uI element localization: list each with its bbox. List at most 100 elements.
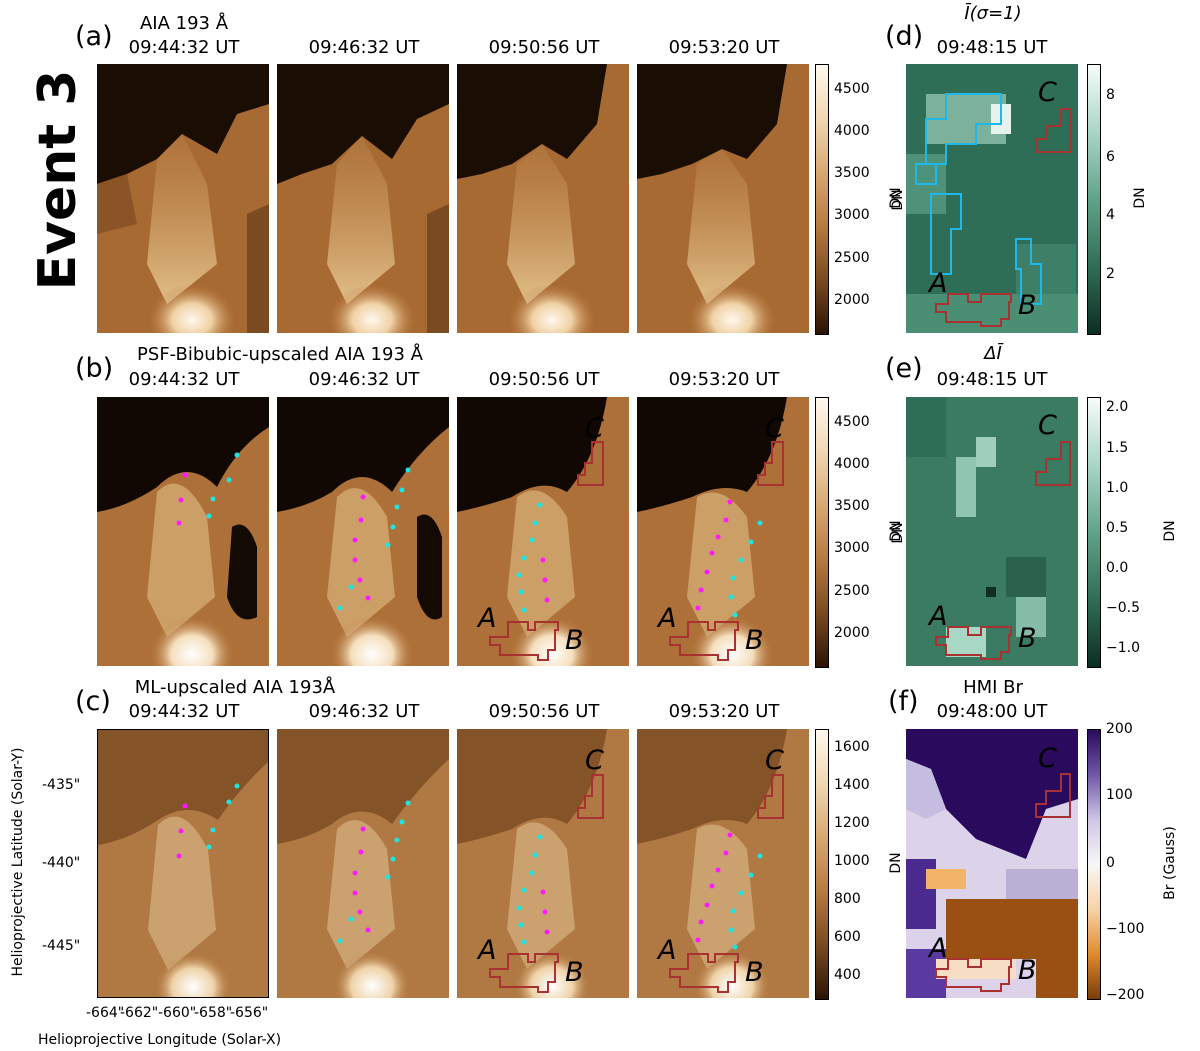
image-b1 [97,397,269,666]
image-e [906,397,1078,666]
y-tick-0: -435" [42,777,81,793]
cb-a-tick-3: 3000 [834,207,870,223]
time-b1: 09:44:32 UT [128,369,240,390]
y-tick-2: -445" [42,938,81,954]
panel-label-b: (b) [75,353,114,384]
region-label-b-e: B [1018,623,1037,654]
time-a3: 09:50:56 UT [488,37,600,58]
cb-b-tick-1: 4000 [834,456,870,472]
cb-b-tick-0: 4500 [834,414,870,430]
region-label-a-c3: A [478,935,497,966]
region-label-c-e: C [1038,410,1057,441]
y-axis-label: Helioprojective Latitude (Solar-Y) [10,747,26,977]
colorbar-row-b [815,397,829,668]
image-a1 [97,64,269,333]
cb-c-tick-4: 800 [834,891,861,907]
cb-e-tick-3: 0.5 [1106,520,1129,536]
cb-e-tick-5: −0.5 [1106,600,1140,616]
region-label-b-b4: B [745,625,764,656]
image-b2 [277,397,449,666]
time-c4: 09:53:20 UT [668,701,780,722]
time-b4: 09:53:20 UT [668,369,780,390]
cb-d-unit: DN [1132,187,1148,209]
image-f [906,729,1078,998]
image-a3 [457,64,629,333]
region-label-c-c3: C [585,745,604,776]
region-label-b-c4: B [745,957,764,988]
cb-a-tick-1: 4000 [834,123,870,139]
panel-label-e: (e) [885,353,923,384]
image-a4 [637,64,809,333]
cb-c-tick-0: 1600 [834,739,870,755]
cb-e-tick-2: 1.0 [1106,480,1129,496]
cb-d-tick-0: 8 [1106,87,1115,103]
cb-a-tick-4: 2500 [834,250,870,266]
cb-e-tick-1: 1.5 [1106,440,1129,456]
colorbar-row-a [815,64,829,335]
title-row-c: ML-upscaled AIA 193Å [134,677,336,698]
cb-f-unit: Br (Gauss) [1162,826,1178,900]
region-label-c-f: C [1038,743,1057,774]
cb-e-tick-4: 0.0 [1106,560,1129,576]
cb-d-tick-2: 4 [1106,207,1115,223]
cb-e-unit: DN [1162,520,1178,542]
cb-b-tick-3: 3000 [834,540,870,556]
time-a1: 09:44:32 UT [128,37,240,58]
x-tick-2: -660" [158,1005,197,1021]
time-c3: 09:50:56 UT [488,701,600,722]
time-b3: 09:50:56 UT [488,369,600,390]
x-tick-1: -662" [120,1005,159,1021]
d-left-unit: DN [888,187,904,209]
time-a2: 09:46:32 UT [308,37,420,58]
cb-c-tick-1: 1400 [834,777,870,793]
time-d: 09:48:15 UT [936,37,1048,58]
colorbar-f [1087,729,1101,1000]
title-row-a: AIA 193 Å [139,13,229,34]
cb-b-tick-5: 2000 [834,625,870,641]
region-label-a-d: A [929,268,948,299]
cb-c-tick-3: 1000 [834,853,870,869]
colorbar-e [1087,397,1101,668]
x-tick-3: -658" [194,1005,233,1021]
time-e: 09:48:15 UT [936,369,1048,390]
region-label-a-f: A [929,933,948,964]
region-label-b-d: B [1018,290,1037,321]
region-label-b-f: B [1018,955,1037,986]
region-label-a-c4: A [658,935,677,966]
time-c2: 09:46:32 UT [308,701,420,722]
cb-d-tick-3: 2 [1106,266,1115,282]
region-label-b-c3: B [565,957,584,988]
cb-c-tick-2: 1200 [834,815,870,831]
cb-e-tick-0: 2.0 [1106,399,1129,415]
cb-f-tick-1: 100 [1106,787,1133,803]
panel-label-f: (f) [888,686,919,717]
cb-f-tick-3: −100 [1106,921,1145,937]
cb-a-tick-5: 2000 [834,292,870,308]
region-label-a-b4: A [658,603,677,634]
e-left-unit: DN [888,520,904,542]
f-left-unit: DN [888,852,904,874]
cb-c-tick-5: 600 [834,929,861,945]
x-axis-label: Helioprojective Longitude (Solar-X) [38,1032,282,1048]
cb-a-tick-0: 4500 [834,81,870,97]
colorbar-row-c [815,729,829,1000]
x-tick-4: -656" [230,1005,269,1021]
cb-d-tick-1: 6 [1106,149,1115,165]
time-c1: 09:44:32 UT [128,701,240,722]
x-tick-0: -664" [86,1005,125,1021]
cb-e-tick-6: −1.0 [1106,640,1140,656]
region-label-c-b3: C [585,413,604,444]
panel-label-c: (c) [75,686,111,717]
cb-c-tick-6: 400 [834,967,861,983]
time-f: 09:48:00 UT [936,701,1048,722]
cb-a-tick-2: 3500 [834,165,870,181]
time-b2: 09:46:32 UT [308,369,420,390]
cb-f-tick-2: 0 [1106,855,1115,871]
title-row-b: PSF-Bibubic-upscaled AIA 193 Å [137,344,423,365]
panel-label-a: (a) [75,21,113,52]
colorbar-d [1087,64,1101,335]
image-c2 [277,729,449,998]
region-label-c-d: C [1038,77,1057,108]
region-label-c-b4: C [765,413,784,444]
image-d [906,64,1078,333]
